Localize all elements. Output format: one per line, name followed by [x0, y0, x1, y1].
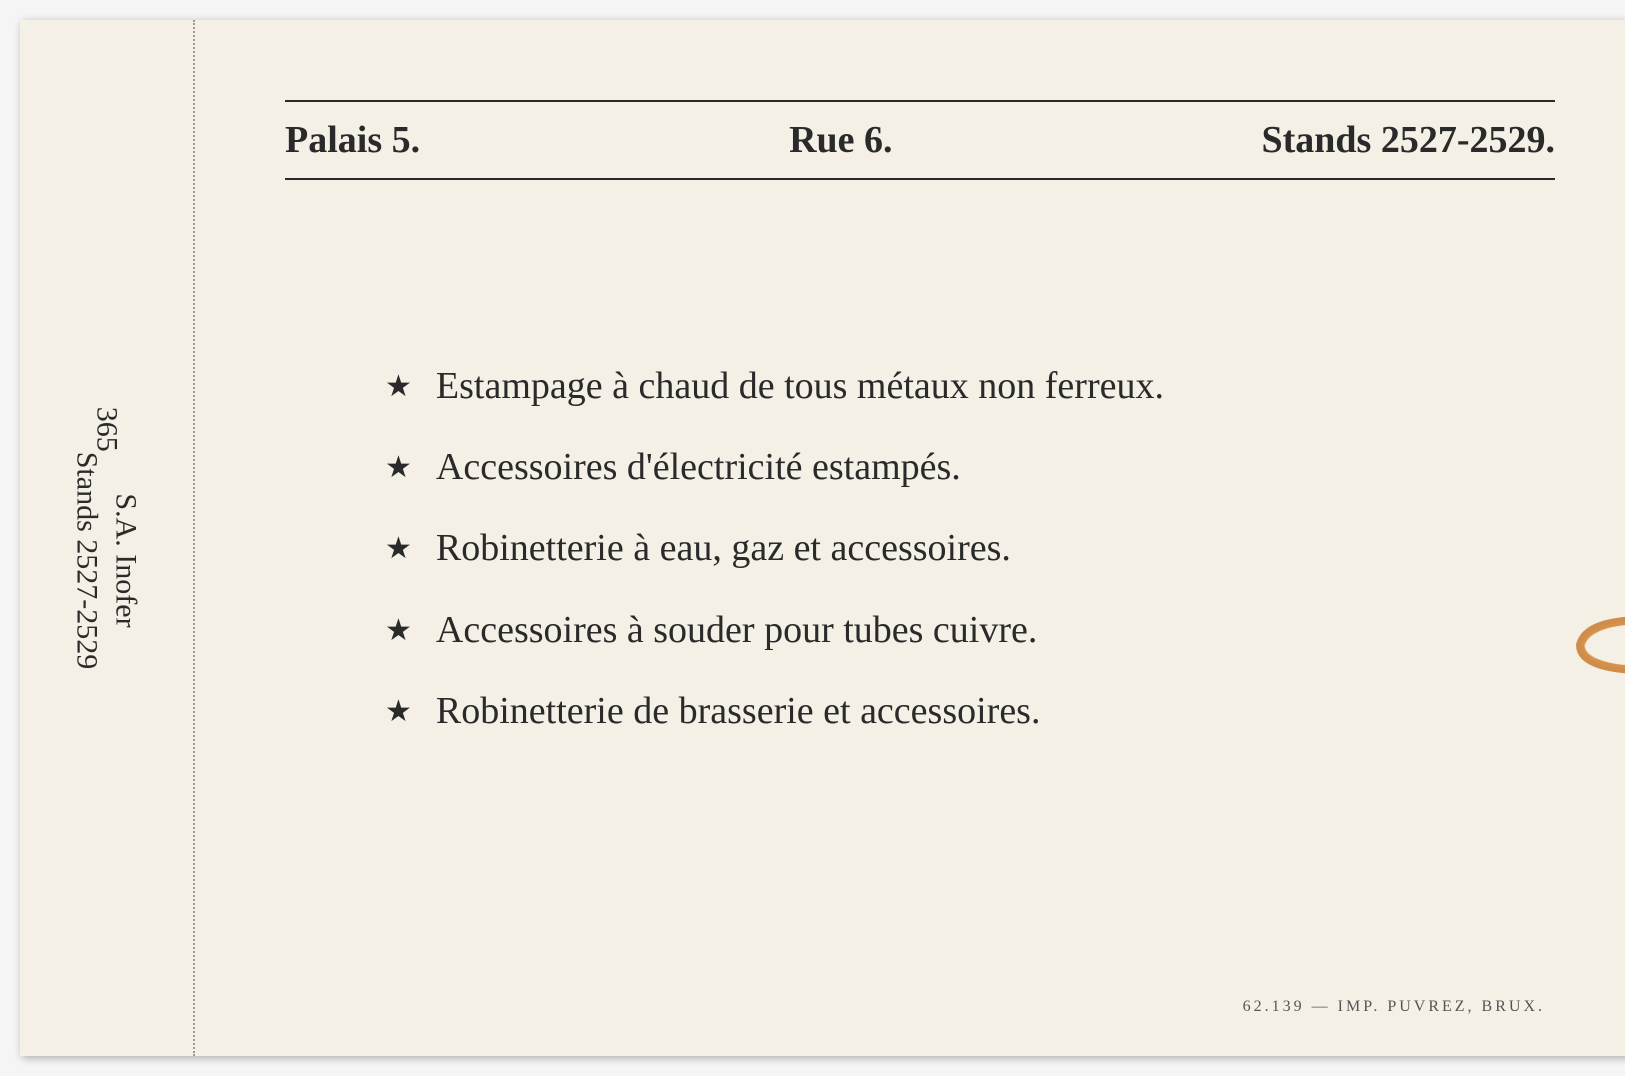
tear-off-stub: 365 S.A. Inofer Stands 2527-2529 [20, 20, 195, 1056]
list-item: ★ Accessoires d'électricité estampés. [385, 441, 1555, 494]
star-icon: ★ [385, 697, 412, 727]
stub-content: 365 S.A. Inofer Stands 2527-2529 [68, 407, 146, 670]
star-icon: ★ [385, 534, 412, 564]
bullet-list: ★ Estampage à chaud de tous métaux non f… [385, 360, 1555, 738]
card-root: 365 S.A. Inofer Stands 2527-2529 Palais … [20, 20, 1625, 1056]
rust-stain-icon [1555, 610, 1625, 680]
bullet-text: Estampage à chaud de tous métaux non fer… [436, 360, 1164, 413]
header-row: Palais 5. Rue 6. Stands 2527-2529. [285, 100, 1555, 180]
list-item: ★ Robinetterie de brasserie et accessoir… [385, 685, 1555, 738]
bullet-text: Accessoires à souder pour tubes cuivre. [436, 604, 1037, 657]
star-icon: ★ [385, 616, 412, 646]
bullet-text: Robinetterie à eau, gaz et accessoires. [436, 522, 1011, 575]
stub-stands: Stands 2527-2529 [71, 452, 104, 670]
bullet-text: Accessoires d'électricité estampés. [436, 441, 961, 494]
header-stands: Stands 2527-2529. [1261, 118, 1555, 162]
stub-company-block: S.A. Inofer Stands 2527-2529 [68, 452, 146, 670]
list-item: ★ Estampage à chaud de tous métaux non f… [385, 360, 1555, 413]
star-icon: ★ [385, 453, 412, 483]
star-icon: ★ [385, 372, 412, 402]
printer-imprint: 62.139 — IMP. PUVREZ, BRUX. [1243, 998, 1545, 1016]
bullet-text: Robinetterie de brasserie et accessoires… [436, 685, 1041, 738]
list-item: ★ Accessoires à souder pour tubes cuivre… [385, 604, 1555, 657]
stub-company: S.A. Inofer [110, 493, 143, 627]
main-panel: Palais 5. Rue 6. Stands 2527-2529. ★ Est… [195, 20, 1625, 1056]
stub-number: 365 [90, 407, 124, 452]
list-item: ★ Robinetterie à eau, gaz et accessoires… [385, 522, 1555, 575]
header-rue: Rue 6. [789, 118, 892, 162]
header-palais: Palais 5. [285, 118, 420, 162]
